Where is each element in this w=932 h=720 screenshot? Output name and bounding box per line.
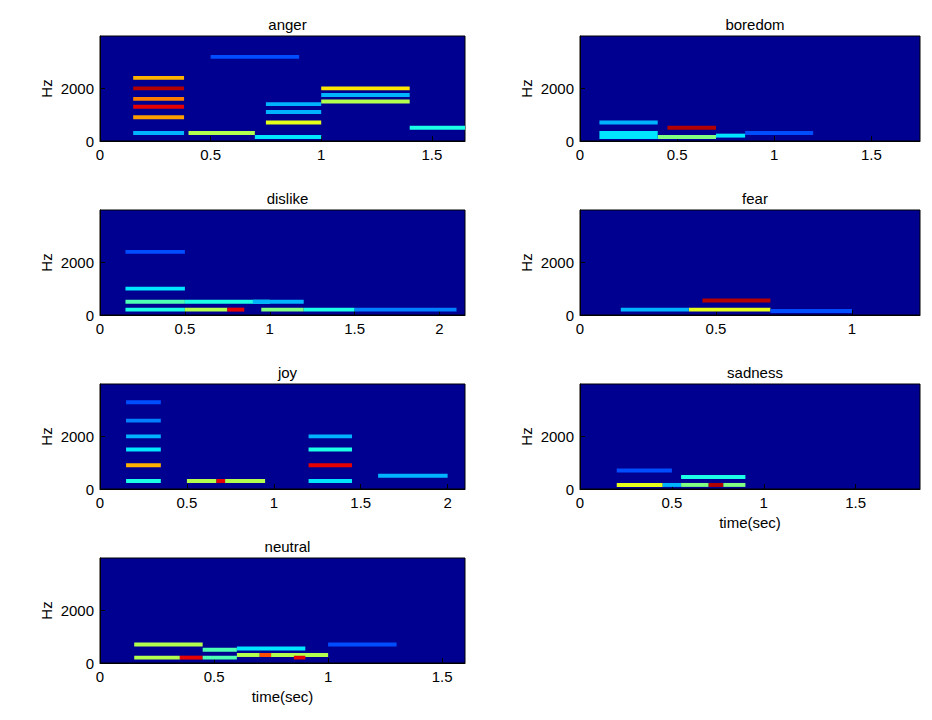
svg-text:0.5: 0.5 xyxy=(176,494,197,511)
svg-text:1: 1 xyxy=(324,668,332,685)
svg-text:0.5: 0.5 xyxy=(204,668,225,685)
svg-text:0: 0 xyxy=(566,133,574,150)
svg-text:1.5: 1.5 xyxy=(350,494,371,511)
svg-text:boredom: boredom xyxy=(725,16,784,33)
svg-text:dislike: dislike xyxy=(267,190,309,207)
svg-text:2000: 2000 xyxy=(61,428,94,445)
svg-text:0: 0 xyxy=(86,655,94,672)
svg-text:0: 0 xyxy=(86,133,94,150)
svg-text:2000: 2000 xyxy=(541,428,574,445)
svg-text:0.5: 0.5 xyxy=(174,320,195,337)
svg-text:sadness: sadness xyxy=(727,364,783,381)
svg-text:1: 1 xyxy=(270,494,278,511)
svg-text:1.5: 1.5 xyxy=(861,146,882,163)
svg-text:Hz: Hz xyxy=(518,79,535,97)
svg-text:2: 2 xyxy=(443,494,451,511)
svg-text:1: 1 xyxy=(317,146,325,163)
svg-text:time(sec): time(sec) xyxy=(252,688,314,705)
svg-text:2: 2 xyxy=(435,320,443,337)
svg-text:1: 1 xyxy=(760,494,768,511)
svg-text:2000: 2000 xyxy=(61,254,94,271)
svg-text:0: 0 xyxy=(96,668,104,685)
svg-text:0: 0 xyxy=(576,320,584,337)
svg-text:1: 1 xyxy=(770,146,778,163)
svg-text:2000: 2000 xyxy=(61,602,94,619)
svg-text:2000: 2000 xyxy=(541,254,574,271)
svg-text:0.5: 0.5 xyxy=(667,146,688,163)
svg-text:0: 0 xyxy=(86,307,94,324)
svg-text:Hz: Hz xyxy=(518,253,535,271)
svg-text:1.5: 1.5 xyxy=(432,668,453,685)
svg-text:1.5: 1.5 xyxy=(344,320,365,337)
svg-text:Hz: Hz xyxy=(38,427,55,445)
svg-text:Hz: Hz xyxy=(38,253,55,271)
svg-text:0.5: 0.5 xyxy=(706,320,727,337)
svg-text:Hz: Hz xyxy=(38,601,55,619)
svg-text:0.5: 0.5 xyxy=(200,146,221,163)
svg-text:0: 0 xyxy=(96,146,104,163)
svg-text:joy: joy xyxy=(277,364,298,381)
svg-text:0: 0 xyxy=(96,494,104,511)
svg-text:0: 0 xyxy=(96,320,104,337)
svg-text:fear: fear xyxy=(742,190,768,207)
svg-text:0: 0 xyxy=(86,481,94,498)
svg-text:2000: 2000 xyxy=(541,80,574,97)
svg-text:1: 1 xyxy=(266,320,274,337)
svg-text:Hz: Hz xyxy=(38,79,55,97)
svg-text:0: 0 xyxy=(576,494,584,511)
svg-text:1: 1 xyxy=(848,320,856,337)
svg-text:time(sec): time(sec) xyxy=(719,514,781,531)
svg-text:0: 0 xyxy=(576,146,584,163)
svg-text:2000: 2000 xyxy=(61,80,94,97)
svg-text:1.5: 1.5 xyxy=(845,494,866,511)
svg-text:1.5: 1.5 xyxy=(421,146,442,163)
svg-text:Hz: Hz xyxy=(518,427,535,445)
svg-text:0: 0 xyxy=(566,307,574,324)
svg-text:0.5: 0.5 xyxy=(661,494,682,511)
svg-text:0: 0 xyxy=(566,481,574,498)
svg-text:anger: anger xyxy=(268,16,306,33)
svg-text:neutral: neutral xyxy=(265,538,311,555)
